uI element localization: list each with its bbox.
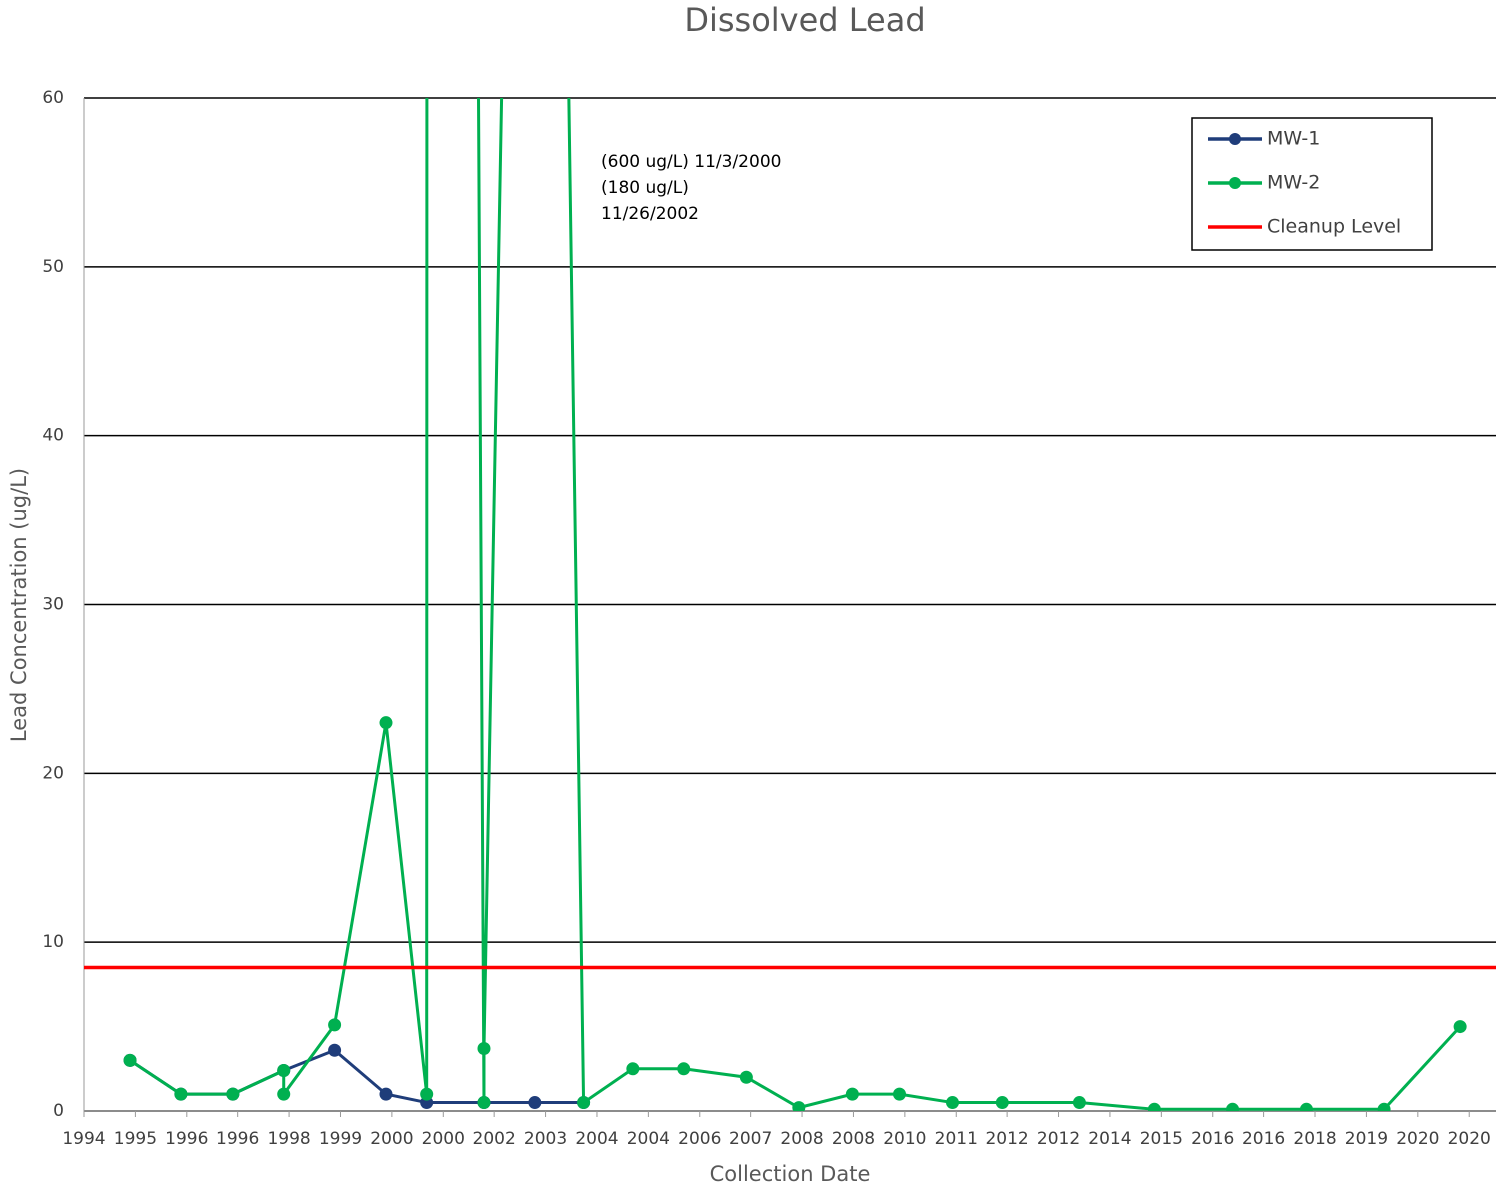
data-point (626, 1062, 640, 1076)
x-tick-label: 1999 (319, 1129, 362, 1149)
data-point (477, 1042, 491, 1056)
x-tick-label: 1996 (165, 1129, 208, 1149)
x-tick-label: 2012 (1037, 1129, 1080, 1149)
x-tick-label: 2000 (370, 1129, 413, 1149)
data-point (277, 1063, 291, 1077)
x-tick-label: 1995 (114, 1129, 157, 1149)
legend-marker (1229, 177, 1241, 189)
x-tick-label: 2019 (1345, 1129, 1388, 1149)
legend-marker (1229, 133, 1241, 145)
annotation: (180 ug/L) (601, 178, 689, 198)
data-point (174, 1087, 188, 1101)
data-point (739, 1070, 753, 1084)
y-tick-label: 10 (42, 932, 64, 952)
annotation: 11/26/2002 (601, 204, 699, 224)
data-point (677, 1062, 691, 1076)
x-tick-label: 2020 (1448, 1129, 1491, 1149)
x-tick-label: 2003 (524, 1129, 567, 1149)
data-point (477, 1096, 491, 1110)
data-point (1453, 1020, 1467, 1034)
y-axis-label: Lead Concentration (ug/L) (7, 468, 31, 742)
data-point (946, 1096, 960, 1110)
legend-label: Cleanup Level (1267, 216, 1401, 238)
data-point (577, 1096, 591, 1110)
data-point (328, 1018, 342, 1032)
data-point (123, 1053, 137, 1067)
y-tick-label: 20 (42, 763, 64, 783)
x-tick-label: 1994 (62, 1129, 105, 1149)
x-tick-label: 2011 (935, 1129, 978, 1149)
y-tick-label: 0 (53, 1101, 64, 1121)
x-tick-label: 2006 (678, 1129, 721, 1149)
chart-title: Dissolved Lead (684, 1, 925, 39)
y-tick-label: 50 (42, 257, 64, 277)
x-tick-label: 2007 (729, 1129, 772, 1149)
legend-label: MW-2 (1267, 172, 1320, 194)
x-tick-label: 2018 (1293, 1129, 1336, 1149)
data-point (528, 1096, 542, 1110)
x-tick-label: 2008 (832, 1129, 875, 1149)
data-point (845, 1087, 859, 1101)
data-point (277, 1087, 291, 1101)
data-point (792, 1101, 806, 1111)
x-tick-label: 2010 (883, 1129, 926, 1149)
y-tick-label: 30 (42, 595, 64, 615)
x-tick-label: 1998 (267, 1129, 310, 1149)
data-point (893, 1087, 907, 1101)
x-axis-label: Collection Date (710, 1162, 871, 1186)
x-tick-label: 2020 (1396, 1129, 1439, 1149)
data-point (1299, 1102, 1313, 1111)
data-point (328, 1043, 342, 1057)
data-point (1377, 1102, 1391, 1111)
data-point (420, 1087, 434, 1101)
x-tick-label: 2016 (1191, 1129, 1234, 1149)
x-tick-label: 2000 (422, 1129, 465, 1149)
x-tick-label: 2012 (985, 1129, 1028, 1149)
data-point (995, 1096, 1009, 1110)
x-tick-label: 2004 (575, 1129, 618, 1149)
data-point (379, 716, 393, 730)
y-tick-label: 60 (42, 88, 64, 108)
x-tick-label: 2015 (1140, 1129, 1183, 1149)
data-point (1072, 1096, 1086, 1110)
x-tick-label: 2008 (780, 1129, 823, 1149)
data-point (379, 1087, 393, 1101)
data-point (1147, 1102, 1161, 1111)
x-tick-label: 2016 (1242, 1129, 1285, 1149)
y-tick-label: 40 (42, 426, 64, 446)
legend-label: MW-1 (1267, 128, 1320, 150)
annotation: (600 ug/L) 11/3/2000 (601, 152, 781, 172)
data-point (226, 1087, 240, 1101)
data-point (1226, 1102, 1240, 1111)
series-layer (84, 98, 1496, 1111)
x-tick-label: 2002 (473, 1129, 516, 1149)
x-tick-label: 1996 (216, 1129, 259, 1149)
x-tick-label: 2014 (1088, 1129, 1131, 1149)
x-tick-label: 2004 (627, 1129, 670, 1149)
